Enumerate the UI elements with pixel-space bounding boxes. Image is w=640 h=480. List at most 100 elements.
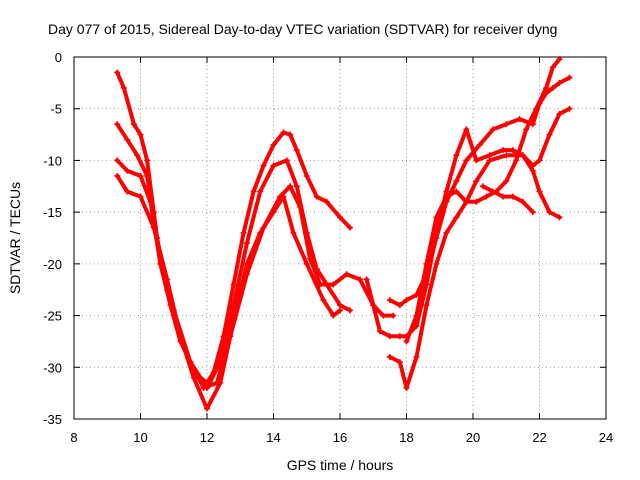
data-point-marker bbox=[356, 276, 363, 283]
y-tick-label: -35 bbox=[43, 412, 62, 427]
data-point-marker bbox=[556, 79, 563, 86]
data-point-marker bbox=[566, 74, 573, 81]
data-point-marker bbox=[330, 312, 337, 319]
series-arc-9 bbox=[479, 183, 536, 216]
data-point-marker bbox=[463, 157, 470, 164]
data-point-marker bbox=[144, 157, 151, 164]
data-point-marker bbox=[114, 157, 121, 164]
y-axis-label: SDTVAR / TECUs bbox=[7, 182, 23, 294]
data-point-marker bbox=[546, 131, 553, 138]
data-point-marker bbox=[556, 56, 563, 63]
data-point-marker bbox=[134, 152, 141, 159]
data-point-marker bbox=[287, 183, 294, 190]
data-point-marker bbox=[453, 178, 460, 185]
data-point-marker bbox=[513, 157, 520, 164]
data-point-marker bbox=[403, 297, 410, 304]
data-point-marker bbox=[489, 188, 496, 195]
data-point-marker bbox=[376, 328, 383, 335]
data-point-marker bbox=[403, 384, 410, 391]
data-point-marker bbox=[124, 136, 131, 143]
data-point-marker bbox=[413, 353, 420, 360]
data-point-marker bbox=[230, 317, 237, 324]
y-tick-label: -25 bbox=[43, 309, 62, 324]
data-point-marker bbox=[566, 105, 573, 112]
data-point-marker bbox=[230, 281, 237, 288]
x-axis-label: GPS time / hours bbox=[287, 457, 394, 473]
data-point-marker bbox=[479, 183, 486, 190]
data-point-marker bbox=[217, 379, 224, 386]
series-arc-2 bbox=[114, 121, 353, 391]
data-point-marker bbox=[346, 224, 353, 231]
data-point-marker bbox=[509, 193, 516, 200]
data-point-marker bbox=[240, 229, 247, 236]
data-point-marker bbox=[303, 172, 310, 179]
data-point-marker bbox=[503, 178, 510, 185]
data-point-marker bbox=[386, 353, 393, 360]
tick-layer: 8 10 12 14 16 18 20 22 24 0 -5 -10 -15 -20 -25 -30 -35 bbox=[43, 50, 613, 445]
data-point-marker bbox=[556, 214, 563, 221]
data-point-marker bbox=[363, 276, 370, 283]
data-point-marker bbox=[453, 214, 460, 221]
data-point-marker bbox=[476, 141, 483, 148]
series-arc-1 bbox=[114, 69, 353, 386]
data-point-marker bbox=[323, 198, 330, 205]
series-line bbox=[115, 122, 352, 390]
data-point-marker bbox=[297, 203, 304, 210]
data-point-marker bbox=[523, 126, 530, 133]
data-point-marker bbox=[130, 121, 137, 128]
data-point-marker bbox=[124, 167, 131, 174]
y-tick-label: -30 bbox=[43, 360, 62, 375]
data-point-marker bbox=[549, 64, 556, 71]
data-point-marker bbox=[290, 229, 297, 236]
data-point-marker bbox=[287, 131, 294, 138]
data-point-marker bbox=[396, 333, 403, 340]
data-point-marker bbox=[337, 302, 343, 309]
series-arc-4 bbox=[114, 172, 343, 412]
series-layer bbox=[114, 56, 573, 412]
data-point-marker bbox=[320, 297, 327, 304]
data-point-marker bbox=[303, 260, 310, 267]
series-arc-7 bbox=[386, 74, 573, 309]
data-point-marker bbox=[473, 178, 480, 185]
series-line bbox=[481, 184, 535, 215]
data-point-marker bbox=[114, 69, 121, 76]
y-tick-label: 0 bbox=[55, 50, 62, 65]
data-point-marker bbox=[463, 198, 470, 205]
data-point-marker bbox=[370, 302, 377, 309]
x-tick-label: 10 bbox=[133, 430, 147, 445]
data-point-marker bbox=[270, 162, 277, 169]
data-point-marker bbox=[190, 374, 197, 381]
data-point-marker bbox=[396, 359, 403, 366]
x-tick-label: 14 bbox=[266, 430, 280, 445]
y-tick-label: -20 bbox=[43, 257, 62, 272]
data-point-marker bbox=[486, 152, 493, 159]
data-point-marker bbox=[137, 131, 144, 138]
data-point-marker bbox=[396, 302, 403, 309]
y-tick-label: -10 bbox=[43, 153, 62, 168]
series-arc-6 bbox=[386, 105, 573, 391]
data-point-marker bbox=[486, 157, 493, 164]
data-point-marker bbox=[177, 333, 184, 340]
data-point-marker bbox=[137, 172, 144, 179]
data-point-marker bbox=[280, 193, 287, 200]
data-point-marker bbox=[337, 214, 343, 221]
y-tick-label: -15 bbox=[43, 205, 62, 220]
data-point-marker bbox=[204, 405, 210, 412]
data-point-marker bbox=[489, 126, 496, 133]
data-point-marker bbox=[270, 141, 277, 148]
data-point-marker bbox=[546, 209, 553, 216]
data-point-marker bbox=[293, 183, 300, 190]
data-point-marker bbox=[503, 152, 510, 159]
data-point-marker bbox=[243, 240, 250, 247]
data-point-marker bbox=[463, 126, 470, 133]
data-point-marker bbox=[443, 229, 450, 236]
data-point-marker bbox=[386, 333, 393, 340]
x-tick-label: 16 bbox=[333, 430, 347, 445]
data-point-marker bbox=[114, 121, 121, 128]
data-point-marker bbox=[503, 121, 510, 128]
data-point-marker bbox=[499, 193, 506, 200]
data-point-marker bbox=[147, 198, 154, 205]
x-tick-label: 18 bbox=[399, 430, 413, 445]
data-point-marker bbox=[473, 157, 480, 164]
